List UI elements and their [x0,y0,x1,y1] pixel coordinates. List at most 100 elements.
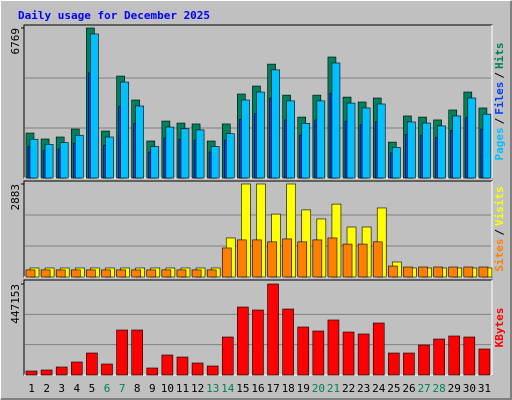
x-tick-label: 28 [433,382,446,395]
x-tick-label: 14 [221,382,235,395]
bar [331,62,341,179]
x-tick-label: 9 [149,382,156,395]
bar [433,338,445,376]
bar [25,370,38,376]
legend-entry: Pages [493,127,506,160]
bar [176,269,187,278]
bar [342,243,353,278]
legend: KBytes [493,308,506,348]
x-tick-label: 10 [161,382,174,395]
bar [180,128,190,179]
bar [206,365,219,376]
bar [29,138,39,179]
bar [256,91,265,179]
bar [101,363,113,376]
bar [271,69,280,179]
bar [120,81,129,179]
y-tick-label: 2883 [9,184,22,211]
x-tick-label: 30 [463,382,476,395]
bar [452,115,462,179]
bar [55,269,66,278]
bar [191,269,202,278]
x-tick-label: 8 [134,382,141,395]
bar [86,269,96,278]
bar [161,354,174,376]
x-tick-label: 11 [176,382,189,395]
x-tick-label: 18 [282,382,295,395]
bar [135,105,144,179]
bar [372,241,383,278]
y-tick-label: 6769 [9,28,22,55]
x-tick-label: 17 [266,382,279,395]
legend-separator: / [493,117,506,124]
bar [282,238,292,278]
legend-entry: Hits [493,43,506,70]
legend-entry: Files [493,82,506,115]
bar [467,97,477,179]
bar [478,266,489,278]
bar [176,356,189,376]
x-tick-label: 23 [357,382,370,395]
x-tick-label: 15 [236,382,249,395]
bar [150,146,160,179]
bar [40,369,53,376]
x-tick-label: 21 [327,382,340,395]
bar [346,102,356,179]
legend: Sites / Visits [493,186,506,272]
bar [161,269,172,278]
x-tick-label: 29 [448,382,461,395]
bar [74,134,84,179]
bar [131,329,143,376]
bar [195,129,205,179]
x-tick-label: 7 [119,382,126,395]
bar [105,136,114,179]
bar [342,331,355,376]
bar [418,344,430,376]
bar [237,239,247,278]
bar [482,113,492,179]
chart-title: Daily usage for December 2025 [18,9,210,22]
bar [297,326,310,376]
bar [210,146,220,179]
bar [312,239,323,278]
x-tick-label: 25 [387,382,400,395]
bar [376,103,386,179]
bar [422,122,431,179]
legend-entry: Visits [493,186,506,226]
bar [116,329,128,376]
bar [252,309,264,376]
x-tick-label: 19 [297,382,310,395]
bar [55,366,68,376]
x-tick-label: 16 [251,382,264,395]
bar [90,33,99,179]
bar [448,266,459,278]
bar [267,241,277,278]
bar [146,269,157,278]
bar [40,269,51,278]
bar [221,247,232,278]
bar [372,322,385,376]
legend-separator: / [493,229,506,236]
bar [392,147,401,179]
x-tick-label: 4 [74,382,81,395]
bar [131,269,141,278]
bar [146,367,159,376]
bar [165,126,175,179]
bar [388,265,398,278]
bar [301,122,311,179]
bar [70,361,83,376]
bar [478,348,491,376]
x-tick-label: 26 [402,382,415,395]
bar [282,308,294,376]
x-tick-label: 24 [372,382,386,395]
x-tick-label: 31 [478,382,491,395]
legend: Pages / Files / Hits [493,43,506,161]
bar [101,269,111,278]
bar [316,100,326,179]
bar [297,241,308,278]
bar [463,336,476,376]
bar [237,306,249,376]
bar [70,269,81,278]
bar [388,352,400,376]
